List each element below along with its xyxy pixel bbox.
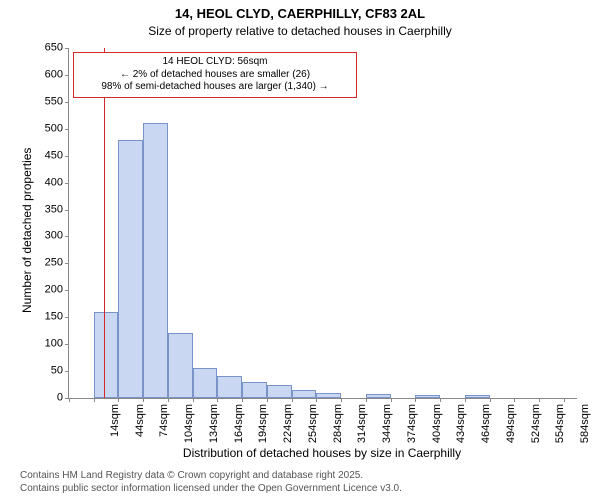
- histogram-bar: [465, 395, 490, 398]
- x-tick-mark: [539, 398, 540, 402]
- y-tick-label: 50: [51, 366, 69, 377]
- x-tick-mark: [514, 398, 515, 402]
- credit-line-2: Contains public sector information licen…: [20, 483, 402, 496]
- x-tick-mark: [490, 398, 491, 402]
- histogram-bar: [242, 382, 267, 398]
- y-tick-label: 550: [45, 96, 69, 107]
- x-tick-mark: [168, 398, 169, 402]
- y-tick-label: 150: [45, 312, 69, 323]
- x-tick-mark: [440, 398, 441, 402]
- x-tick-label: 524sqm: [530, 404, 542, 448]
- x-tick-label: 284sqm: [332, 404, 344, 448]
- x-tick-label: 464sqm: [480, 404, 492, 448]
- annotation-box: 14 HEOL CLYD: 56sqm← 2% of detached hous…: [73, 52, 357, 98]
- x-tick-mark: [366, 398, 367, 402]
- x-tick-label: 254sqm: [307, 404, 319, 448]
- x-tick-label: 74sqm: [158, 404, 170, 448]
- x-axis-label: Distribution of detached houses by size …: [68, 446, 576, 460]
- histogram-bar: [193, 368, 218, 398]
- histogram-bar: [217, 376, 242, 398]
- x-tick-mark: [465, 398, 466, 402]
- x-tick-label: 44sqm: [134, 404, 146, 448]
- y-axis-label: Number of detached properties: [20, 148, 34, 313]
- chart-container: 14, HEOL CLYD, CAERPHILLY, CF83 2AL Size…: [0, 0, 600, 500]
- histogram-bar: [267, 385, 292, 398]
- x-tick-label: 164sqm: [233, 404, 245, 448]
- x-tick-label: 194sqm: [257, 404, 269, 448]
- y-tick-label: 300: [45, 231, 69, 242]
- x-tick-mark: [267, 398, 268, 402]
- y-tick-label: 350: [45, 204, 69, 215]
- x-tick-mark: [69, 398, 70, 402]
- plot-area: 0501001502002503003504004505005506006501…: [68, 48, 577, 399]
- y-tick-label: 600: [45, 69, 69, 80]
- x-tick-mark: [316, 398, 317, 402]
- histogram-bar: [292, 390, 317, 398]
- x-tick-mark: [292, 398, 293, 402]
- x-tick-label: 494sqm: [505, 404, 517, 448]
- histogram-bar: [118, 140, 143, 398]
- x-tick-label: 554sqm: [554, 404, 566, 448]
- histogram-bar: [168, 333, 193, 398]
- x-tick-label: 584sqm: [579, 404, 591, 448]
- x-tick-label: 404sqm: [431, 404, 443, 448]
- annotation-line: 14 HEOL CLYD: 56sqm: [80, 56, 350, 69]
- x-tick-mark: [94, 398, 95, 402]
- x-tick-label: 134sqm: [208, 404, 220, 448]
- y-tick-label: 0: [57, 393, 69, 404]
- x-tick-label: 104sqm: [183, 404, 195, 448]
- x-tick-mark: [217, 398, 218, 402]
- x-tick-label: 344sqm: [381, 404, 393, 448]
- x-tick-label: 14sqm: [109, 404, 121, 448]
- y-tick-label: 100: [45, 339, 69, 350]
- y-tick-label: 500: [45, 123, 69, 134]
- y-tick-label: 650: [45, 43, 69, 54]
- y-tick-label: 200: [45, 285, 69, 296]
- x-tick-mark: [118, 398, 119, 402]
- annotation-line: ← 2% of detached houses are smaller (26): [80, 69, 350, 82]
- chart-subtitle: Size of property relative to detached ho…: [0, 24, 600, 38]
- annotation-line: 98% of semi-detached houses are larger (…: [80, 81, 350, 94]
- x-tick-label: 224sqm: [282, 404, 294, 448]
- highlight-marker-line: [104, 48, 105, 398]
- histogram-bar: [316, 393, 341, 398]
- x-tick-mark: [391, 398, 392, 402]
- histogram-bar: [143, 123, 168, 398]
- x-tick-mark: [242, 398, 243, 402]
- x-tick-mark: [341, 398, 342, 402]
- y-tick-label: 400: [45, 177, 69, 188]
- x-tick-label: 374sqm: [406, 404, 418, 448]
- histogram-bar: [415, 395, 440, 398]
- chart-title: 14, HEOL CLYD, CAERPHILLY, CF83 2AL: [0, 6, 600, 21]
- credit-line-1: Contains HM Land Registry data © Crown c…: [20, 470, 363, 483]
- x-tick-mark: [193, 398, 194, 402]
- y-tick-label: 250: [45, 258, 69, 269]
- histogram-bar: [366, 394, 391, 398]
- x-tick-mark: [143, 398, 144, 402]
- x-tick-mark: [564, 398, 565, 402]
- histogram-bar: [94, 312, 119, 398]
- y-tick-label: 450: [45, 150, 69, 161]
- x-tick-label: 434sqm: [455, 404, 467, 448]
- x-tick-label: 314sqm: [356, 404, 368, 448]
- x-tick-mark: [415, 398, 416, 402]
